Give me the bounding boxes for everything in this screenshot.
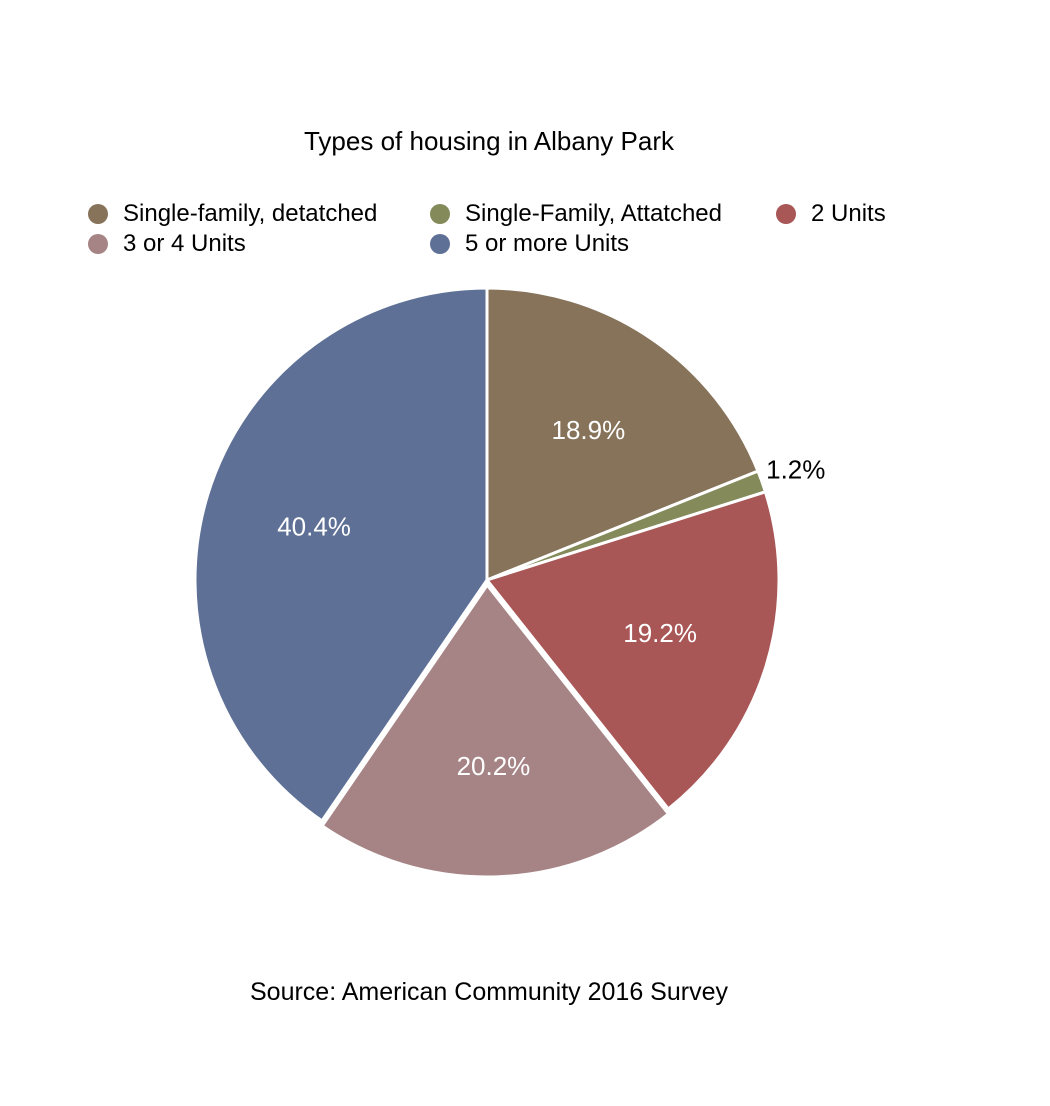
legend-swatch [776,204,796,224]
legend-item: Single-family, detatched [88,200,377,228]
slice-label: 40.4% [277,511,351,541]
legend-swatch [430,234,450,254]
legend-swatch [430,204,450,224]
legend-swatch [88,234,108,254]
legend-swatch [88,204,108,224]
legend-item: Single-Family, Attatched [430,200,722,228]
slice-label: 19.2% [623,618,697,648]
pie-slice [193,286,489,823]
legend-label: Single-family, detatched [123,200,378,227]
legend-label: Single-Family, Attatched [465,200,723,227]
chart-legend: Single-family, detatched Single-Family, A… [88,200,988,264]
legend-item: 3 or 4 Units [88,230,246,258]
slice-label: 20.2% [457,751,531,781]
legend-label: 2 Units [811,200,886,227]
legend-label: 5 or more Units [465,230,630,257]
pie-slice [320,582,671,879]
chart-source: Source: American Community 2016 Survey [250,978,728,1006]
pie-slice [485,286,760,583]
legend-label: 3 or 4 Units [123,230,246,257]
pie-slice [484,489,781,812]
chart-title: Types of housing in Albany Park [303,126,674,156]
slice-label: 1.2% [766,454,825,484]
legend-item: 5 or more Units [430,230,629,258]
legend-item: 2 Units [776,200,886,228]
slice-label: 18.9% [552,415,626,445]
